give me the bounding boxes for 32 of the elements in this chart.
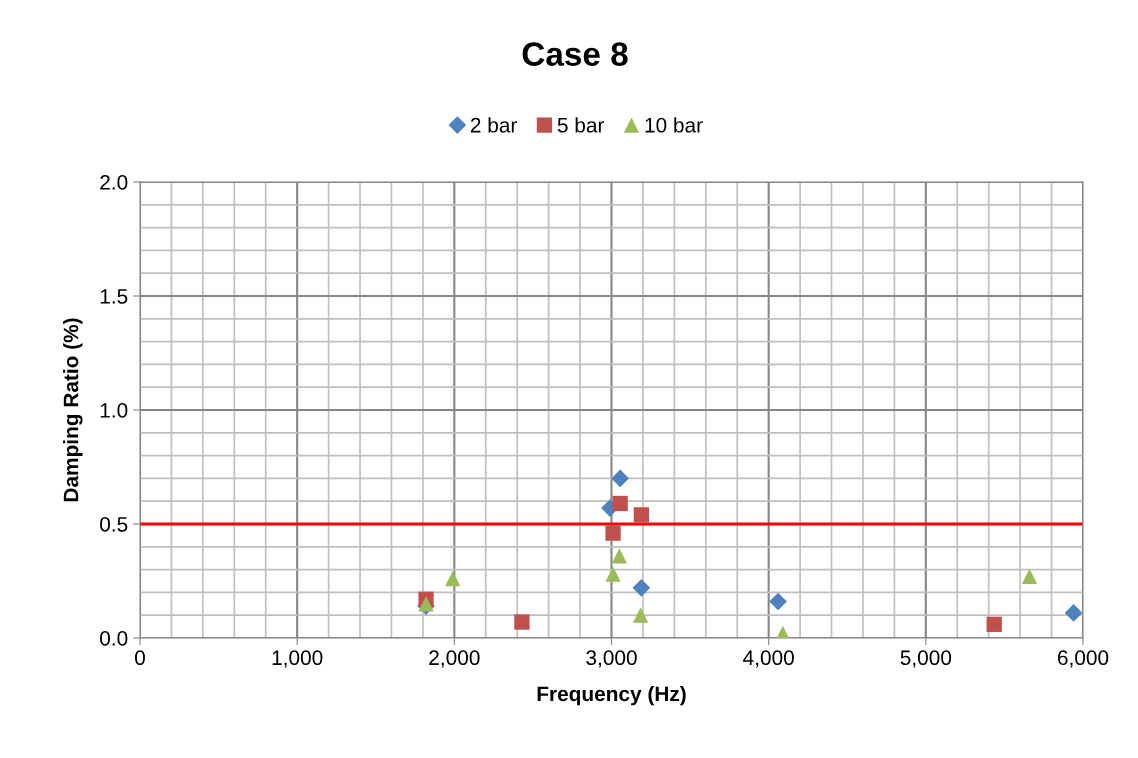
y-tick-label: 0.5 bbox=[100, 517, 128, 532]
point bbox=[605, 566, 621, 582]
x-tick-label: 1,000 bbox=[272, 650, 323, 668]
point bbox=[632, 579, 651, 597]
point bbox=[445, 571, 461, 587]
x-tick-label: 0 bbox=[135, 650, 145, 666]
legend-label: 10 bar bbox=[645, 117, 703, 133]
y-tick-label: 1.0 bbox=[100, 403, 128, 418]
legend-label: 5 bar bbox=[557, 117, 605, 133]
point bbox=[986, 616, 1002, 632]
point bbox=[633, 507, 649, 523]
y-axis-title: Damping Ratio (%) bbox=[63, 318, 83, 502]
x-tick-label: 6,000 bbox=[1057, 650, 1109, 668]
x-tick-label: 3,000 bbox=[586, 650, 637, 668]
point bbox=[611, 548, 627, 564]
x-axis-title: Frequency (Hz) bbox=[537, 685, 686, 706]
x-tick-label: 2,000 bbox=[429, 650, 480, 668]
point bbox=[632, 607, 649, 623]
y-tick-label: 0.0 bbox=[100, 631, 128, 646]
legend-label: 2 bar bbox=[470, 117, 517, 133]
point bbox=[769, 592, 787, 611]
x-tick-label: 4,000 bbox=[743, 650, 794, 668]
chart-title: Case 8 bbox=[522, 42, 628, 66]
point bbox=[611, 469, 629, 488]
point bbox=[1021, 568, 1038, 585]
point bbox=[514, 614, 530, 630]
y-tick-label: 1.5 bbox=[100, 289, 128, 304]
point bbox=[612, 495, 628, 512]
x-tick-label: 5,000 bbox=[900, 650, 952, 668]
point bbox=[605, 525, 621, 541]
point bbox=[1064, 604, 1083, 622]
y-tick-label: 2.0 bbox=[100, 175, 128, 190]
